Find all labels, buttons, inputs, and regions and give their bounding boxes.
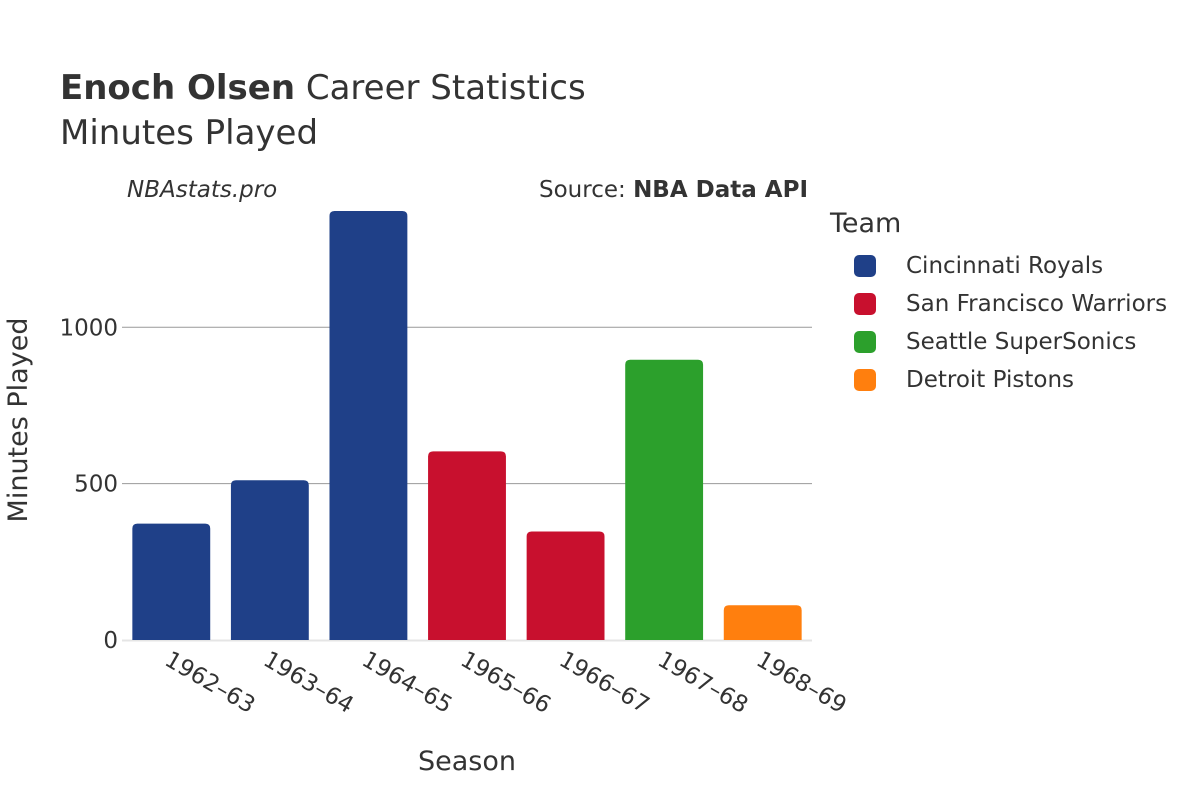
x-tick-label: 1962–63 — [160, 647, 259, 719]
legend-label: Detroit Pistons — [906, 367, 1075, 393]
legend-swatch — [854, 293, 876, 315]
bar-1967–68[interactable] — [625, 359, 704, 640]
x-tick-label: 1965–66 — [456, 647, 555, 719]
legend-label: Seattle SuperSonics — [906, 329, 1137, 355]
bars — [132, 210, 802, 641]
legend-label: San Francisco Warriors — [906, 291, 1168, 317]
y-tick-label: 500 — [74, 472, 118, 498]
x-tick-label: 1964–65 — [357, 647, 456, 719]
y-axis-label: Minutes Played — [3, 318, 34, 523]
x-axis-label: Season — [418, 746, 516, 777]
y-tick-label: 1000 — [59, 315, 118, 341]
legend-title: Team — [830, 208, 902, 239]
bar-1963–64[interactable] — [230, 480, 309, 640]
player-name: Enoch Olsen — [60, 68, 296, 108]
x-tick-label: 1967–68 — [653, 647, 752, 719]
bar-1964–65[interactable] — [329, 210, 408, 641]
x-axis-ticks: 1962–63 1963–64 1964–65 1965–66 1966–67 1967–… — [160, 647, 850, 719]
bar-1966–67[interactable] — [526, 531, 605, 640]
legend-swatch — [854, 331, 876, 353]
source-name: NBA Data API — [633, 177, 808, 203]
legend-label: Cincinnati Royals — [906, 253, 1104, 279]
legend-swatch — [854, 255, 876, 277]
legend: Team Cincinnati Royals San Francisco War… — [830, 208, 1167, 399]
legend-item-cincinnati-royals[interactable]: Cincinnati Royals — [854, 247, 1167, 285]
y-tick-label: 0 — [103, 628, 118, 654]
title-suffix: Career Statistics — [295, 68, 586, 108]
bar-1968–69[interactable] — [723, 605, 802, 640]
chart-title: Enoch Olsen Career Statistics — [60, 68, 586, 108]
legend-item-san-francisco-warriors[interactable]: San Francisco Warriors — [854, 285, 1167, 323]
bar-1965–66[interactable] — [428, 451, 506, 640]
legend-item-seattle-supersonics[interactable]: Seattle SuperSonics — [854, 323, 1167, 361]
bar-1962–63[interactable] — [132, 523, 211, 640]
x-tick-label: 1968–69 — [752, 647, 851, 719]
y-axis-ticks: 0 500 1000 — [59, 315, 118, 654]
source-credit: Source: NBA Data API — [539, 177, 808, 203]
chart-subtitle: Minutes Played — [60, 113, 319, 153]
x-tick-label: 1966–67 — [555, 647, 654, 719]
x-tick-label: 1963–64 — [259, 647, 358, 719]
watermark: NBAstats.pro — [127, 177, 278, 203]
legend-swatch — [854, 369, 876, 391]
legend-item-detroit-pistons[interactable]: Detroit Pistons — [854, 361, 1167, 399]
source-prefix: Source: — [539, 177, 634, 203]
